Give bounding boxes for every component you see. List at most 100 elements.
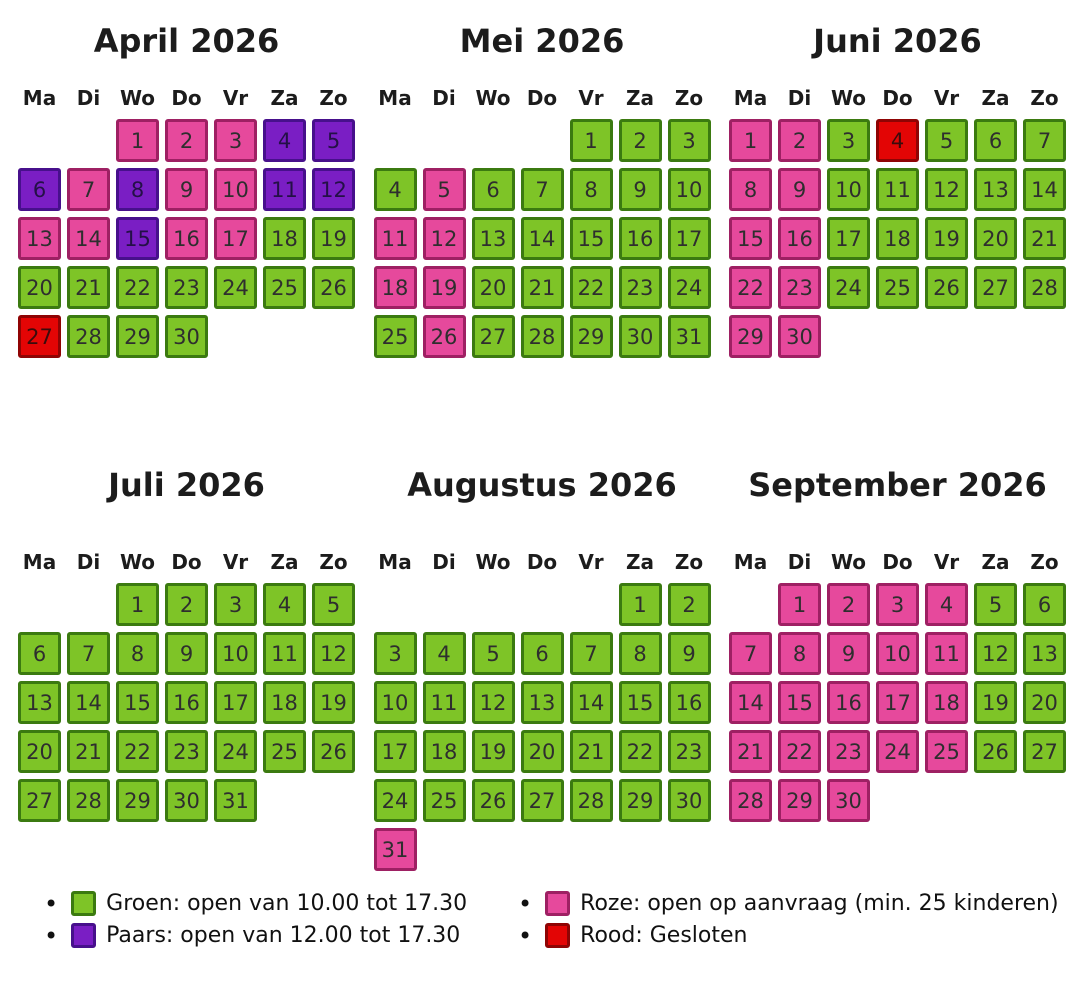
day-cell: 25 (876, 266, 919, 309)
day-cell: 15 (778, 681, 821, 724)
day-cell: 10 (214, 632, 257, 675)
day-cell: 13 (471, 217, 515, 260)
day-cell: 20 (18, 730, 61, 773)
day-cell: 22 (778, 730, 821, 773)
day-cell: 1 (618, 583, 662, 626)
day-cell: 24 (214, 266, 257, 309)
day-cell: 7 (67, 168, 110, 211)
day-cell: 21 (67, 266, 110, 309)
day-cell: 9 (618, 168, 662, 211)
weekday-header: Vr (578, 86, 604, 110)
calendar-row-top: April 2026 Ma Di Wo Do Vr Za Zo 1 2 3 4 5 6 7 8 9 10 11 1… (12, 8, 1072, 358)
weekday-row: Ma Di Wo Do Vr Za Zo (729, 86, 1066, 110)
day-cell: 30 (165, 779, 208, 822)
weekday-row: Ma Di Wo Do Vr Za Zo (374, 86, 711, 110)
day-cell: 3 (214, 119, 257, 162)
weekday-header: Vr (222, 550, 249, 574)
day-cell: 14 (569, 681, 613, 724)
green-swatch-icon (71, 891, 97, 916)
weekday-header: Wo (119, 550, 156, 574)
day-cell: 17 (876, 681, 919, 724)
day-cell: 29 (116, 315, 159, 358)
month-title: Juni 2026 (813, 22, 982, 60)
weekday-header: Di (432, 86, 456, 110)
day-cell: 28 (729, 779, 772, 822)
weekday-header: Di (787, 550, 812, 574)
day-cell: 13 (18, 681, 61, 724)
day-cell: 20 (18, 266, 61, 309)
weekday-row: Ma Di Wo Do Vr Za Zo (18, 550, 355, 574)
weekday-header: Do (882, 86, 913, 110)
month-calendar: April 2026 Ma Di Wo Do Vr Za Zo 1 2 3 4 5 6 7 8 9 10 11 1… (18, 8, 355, 358)
day-cell: 11 (263, 168, 306, 211)
day-cell: 22 (116, 730, 159, 773)
day-cell: 6 (974, 119, 1017, 162)
day-cell: 29 (618, 779, 662, 822)
day-cell: 16 (667, 681, 711, 724)
weekday-header: Za (626, 550, 654, 574)
day-cell: 21 (729, 730, 772, 773)
day-cell: 28 (67, 315, 110, 358)
day-cell: 21 (569, 730, 613, 773)
day-cell: 27 (18, 779, 61, 822)
day-cell: 26 (312, 266, 355, 309)
purple-swatch-icon (71, 923, 97, 948)
day-cell: 13 (520, 681, 564, 724)
day-cell: 16 (165, 217, 208, 260)
day-cell: 25 (422, 779, 466, 822)
month-title: Augustus 2026 (407, 466, 677, 504)
day-cell: 8 (778, 632, 821, 675)
day-cell: 2 (667, 583, 711, 626)
legend: • Groen: open van 10.00 tot 17.30 • Paars: … (44, 891, 1072, 948)
day-cell: 27 (974, 266, 1017, 309)
day-cell: 2 (165, 583, 208, 626)
days-grid: 1 2 3 4 5 6 7 8 9 10 11 12 13 14 15 16 17 18 19 20 21 22 23 24 2… (18, 119, 355, 358)
day-cell: 18 (925, 681, 968, 724)
day-cell: 31 (667, 315, 711, 358)
legend-label: Rood: Gesloten (580, 923, 748, 948)
day-cell: 17 (214, 217, 257, 260)
weekday-header: Wo (475, 86, 511, 110)
weekday-header: Ma (22, 86, 57, 110)
day-cell: 20 (974, 217, 1017, 260)
day-cell: 12 (312, 168, 355, 211)
day-cell: 9 (165, 168, 208, 211)
day-cell: 16 (165, 681, 208, 724)
weekday-header: Zo (319, 86, 348, 110)
opening-hours-calendar-page: April 2026 Ma Di Wo Do Vr Za Zo 1 2 3 4 5 6 7 8 9 10 11 1… (12, 8, 1072, 948)
day-cell: 11 (263, 632, 306, 675)
legend-item-green: • Groen: open van 10.00 tot 17.30 (44, 891, 518, 916)
weekday-header: Do (171, 550, 202, 574)
day-cell: 24 (667, 266, 711, 309)
day-cell: 19 (925, 217, 968, 260)
day-cell: 29 (116, 779, 159, 822)
weekday-header: Do (171, 86, 202, 110)
day-cell: 17 (214, 681, 257, 724)
legend-bullet: • (518, 889, 533, 918)
day-cell: 6 (471, 168, 515, 211)
day-cell: 2 (618, 119, 662, 162)
day-cell: 29 (778, 779, 821, 822)
day-cell: 16 (827, 681, 870, 724)
day-cell: 3 (667, 119, 711, 162)
weekday-header: Ma (378, 86, 412, 110)
day-cell: 9 (827, 632, 870, 675)
day-cell: 17 (373, 730, 417, 773)
month-calendar: Mei 2026 Ma Di Wo Do Vr Za Zo 1 2 3 4 5 6 7 8 9 10 11 12 1… (373, 8, 711, 358)
day-cell: 30 (778, 315, 821, 358)
day-cell: 30 (165, 315, 208, 358)
legend-item-pink: • Roze: open op aanvraag (min. 25 kindere… (518, 891, 1072, 916)
days-grid: 1 2 3 4 5 6 7 8 9 10 11 12 13 14 15 16 17 18 19 20 21 22 23 24 2… (373, 119, 711, 358)
day-cell: 6 (18, 168, 61, 211)
day-cell: 1 (569, 119, 613, 162)
legend-item-red: • Rood: Gesloten (518, 923, 1072, 948)
day-cell: 25 (263, 730, 306, 773)
weekday-header: Ma (378, 550, 412, 574)
day-cell: 27 (18, 315, 61, 358)
day-cell: 20 (1023, 681, 1066, 724)
day-cell: 9 (778, 168, 821, 211)
month-calendar: Juli 2026 Ma Di Wo Do Vr Za Zo 1 2 3 4 5 6 7 8 9 10 11 12… (18, 450, 355, 871)
day-cell: 14 (520, 217, 564, 260)
day-cell: 13 (1023, 632, 1066, 675)
weekday-header: Di (787, 86, 812, 110)
